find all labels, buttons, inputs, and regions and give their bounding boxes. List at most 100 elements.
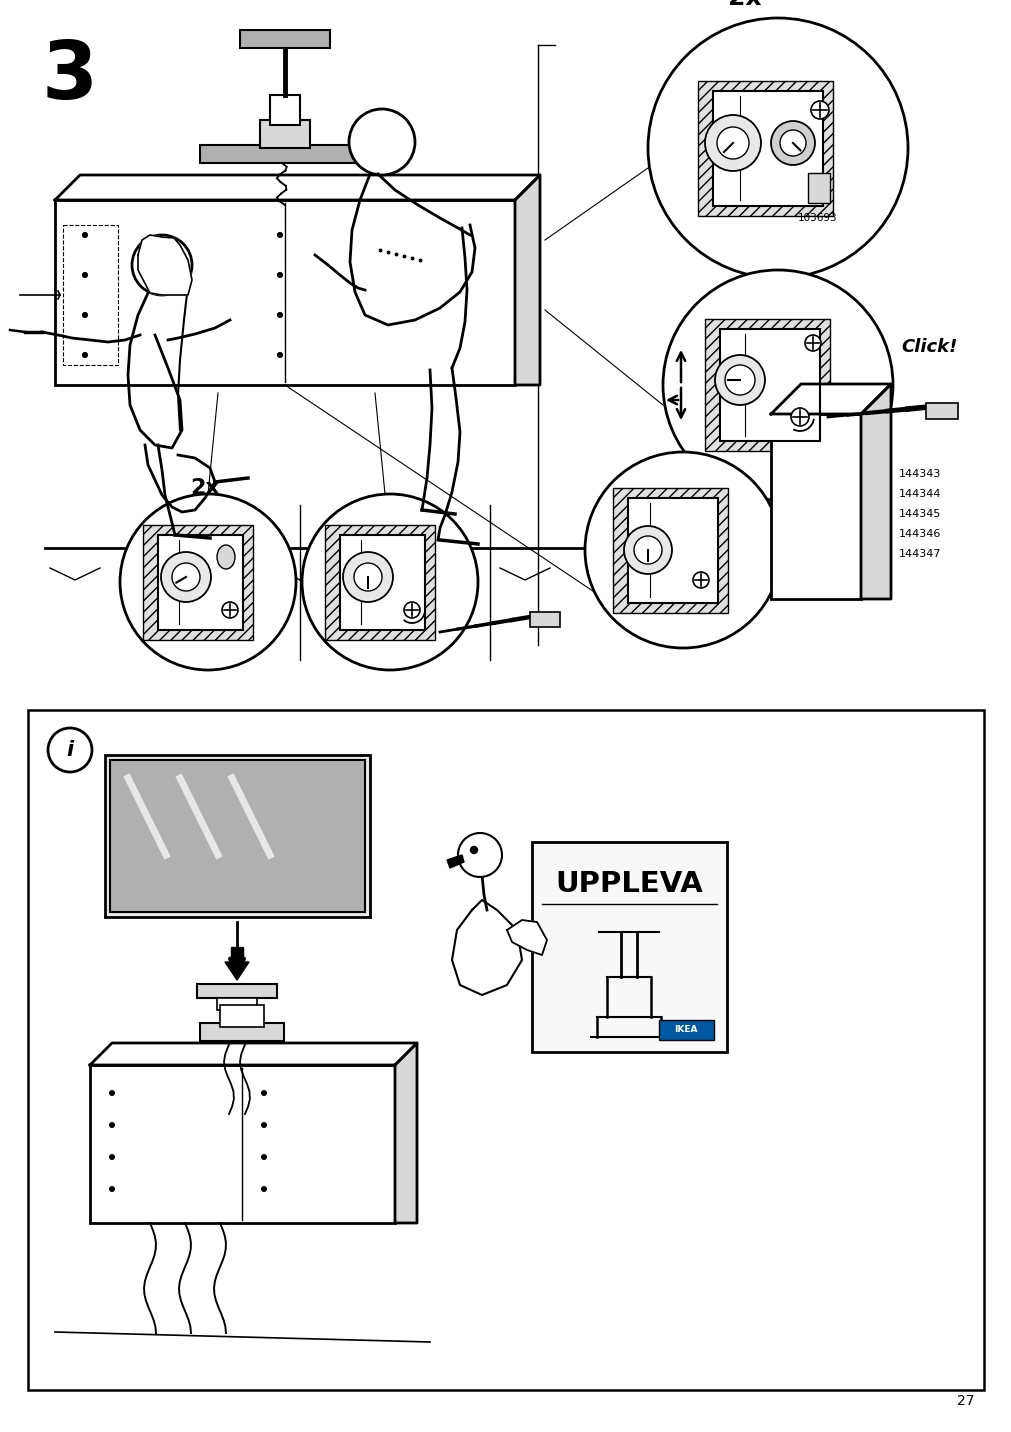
Polygon shape xyxy=(515,175,540,385)
Polygon shape xyxy=(860,384,890,599)
Circle shape xyxy=(109,1123,114,1127)
Polygon shape xyxy=(231,947,243,962)
Circle shape xyxy=(277,272,282,278)
Circle shape xyxy=(109,1091,114,1095)
Text: Click!: Click! xyxy=(900,338,956,357)
Polygon shape xyxy=(447,855,463,868)
Ellipse shape xyxy=(216,546,235,569)
Bar xyxy=(200,1022,284,1041)
Bar xyxy=(105,755,370,916)
Bar xyxy=(63,225,118,365)
Bar xyxy=(719,329,819,441)
Bar xyxy=(807,173,829,203)
Circle shape xyxy=(458,833,501,876)
Circle shape xyxy=(470,846,477,853)
Circle shape xyxy=(277,232,282,238)
Bar xyxy=(240,30,330,49)
Circle shape xyxy=(810,102,828,119)
Circle shape xyxy=(343,551,392,601)
Bar xyxy=(713,92,822,206)
Bar xyxy=(270,95,299,125)
Bar xyxy=(770,414,860,599)
Circle shape xyxy=(48,727,92,772)
Circle shape xyxy=(403,601,420,619)
Bar xyxy=(698,82,832,216)
Circle shape xyxy=(109,1154,114,1160)
Text: i: i xyxy=(67,740,74,760)
Circle shape xyxy=(804,335,820,351)
Circle shape xyxy=(83,312,87,318)
Circle shape xyxy=(647,19,907,278)
Polygon shape xyxy=(137,235,192,295)
Text: 144345: 144345 xyxy=(898,508,940,518)
Bar xyxy=(658,1020,714,1040)
Circle shape xyxy=(109,1187,114,1191)
Text: 103693: 103693 xyxy=(798,213,837,223)
Circle shape xyxy=(624,526,671,574)
Bar xyxy=(628,498,717,603)
Polygon shape xyxy=(90,1042,417,1065)
Circle shape xyxy=(277,352,282,358)
Bar xyxy=(216,998,257,1010)
Bar xyxy=(158,536,243,630)
Polygon shape xyxy=(55,175,540,200)
Circle shape xyxy=(724,365,754,395)
Bar xyxy=(28,710,983,1390)
Circle shape xyxy=(221,601,238,619)
Circle shape xyxy=(120,494,295,670)
Circle shape xyxy=(261,1187,266,1191)
Circle shape xyxy=(693,571,709,589)
Polygon shape xyxy=(452,899,522,995)
Bar xyxy=(260,120,309,147)
Polygon shape xyxy=(507,919,547,955)
Circle shape xyxy=(83,352,87,358)
Text: 27: 27 xyxy=(956,1393,974,1408)
Polygon shape xyxy=(224,962,249,979)
Circle shape xyxy=(705,115,760,170)
Bar xyxy=(200,145,370,163)
Circle shape xyxy=(715,355,764,405)
Bar xyxy=(219,1005,264,1027)
Circle shape xyxy=(791,408,808,425)
Circle shape xyxy=(172,563,200,591)
Text: 144346: 144346 xyxy=(898,528,940,538)
Text: 3: 3 xyxy=(42,39,98,116)
Bar xyxy=(55,200,515,385)
Circle shape xyxy=(349,109,415,175)
Circle shape xyxy=(261,1091,266,1095)
Bar xyxy=(925,402,957,420)
Circle shape xyxy=(83,232,87,238)
Bar xyxy=(197,984,277,998)
Circle shape xyxy=(633,536,661,564)
Circle shape xyxy=(584,453,780,649)
Circle shape xyxy=(261,1154,266,1160)
Bar xyxy=(110,760,365,912)
Bar xyxy=(90,1065,394,1223)
Text: UPPLEVA: UPPLEVA xyxy=(555,871,703,898)
Bar xyxy=(340,536,425,630)
Circle shape xyxy=(277,312,282,318)
Bar xyxy=(143,526,253,640)
Text: 2x: 2x xyxy=(727,0,760,10)
Polygon shape xyxy=(394,1042,417,1223)
Bar xyxy=(530,611,559,627)
Bar xyxy=(325,526,435,640)
Circle shape xyxy=(161,551,210,601)
Circle shape xyxy=(779,130,805,156)
Bar xyxy=(613,488,727,613)
Circle shape xyxy=(354,563,381,591)
Bar xyxy=(532,842,726,1053)
Circle shape xyxy=(131,235,192,295)
Text: 144344: 144344 xyxy=(898,488,940,498)
Text: IKEA: IKEA xyxy=(673,1025,697,1034)
Circle shape xyxy=(261,1123,266,1127)
Circle shape xyxy=(716,127,748,159)
Polygon shape xyxy=(770,384,890,414)
Bar xyxy=(705,319,829,451)
Circle shape xyxy=(770,120,814,165)
Circle shape xyxy=(83,272,87,278)
Text: 144343: 144343 xyxy=(898,470,940,478)
Circle shape xyxy=(662,271,892,500)
Text: 2x: 2x xyxy=(190,478,219,498)
Circle shape xyxy=(301,494,477,670)
